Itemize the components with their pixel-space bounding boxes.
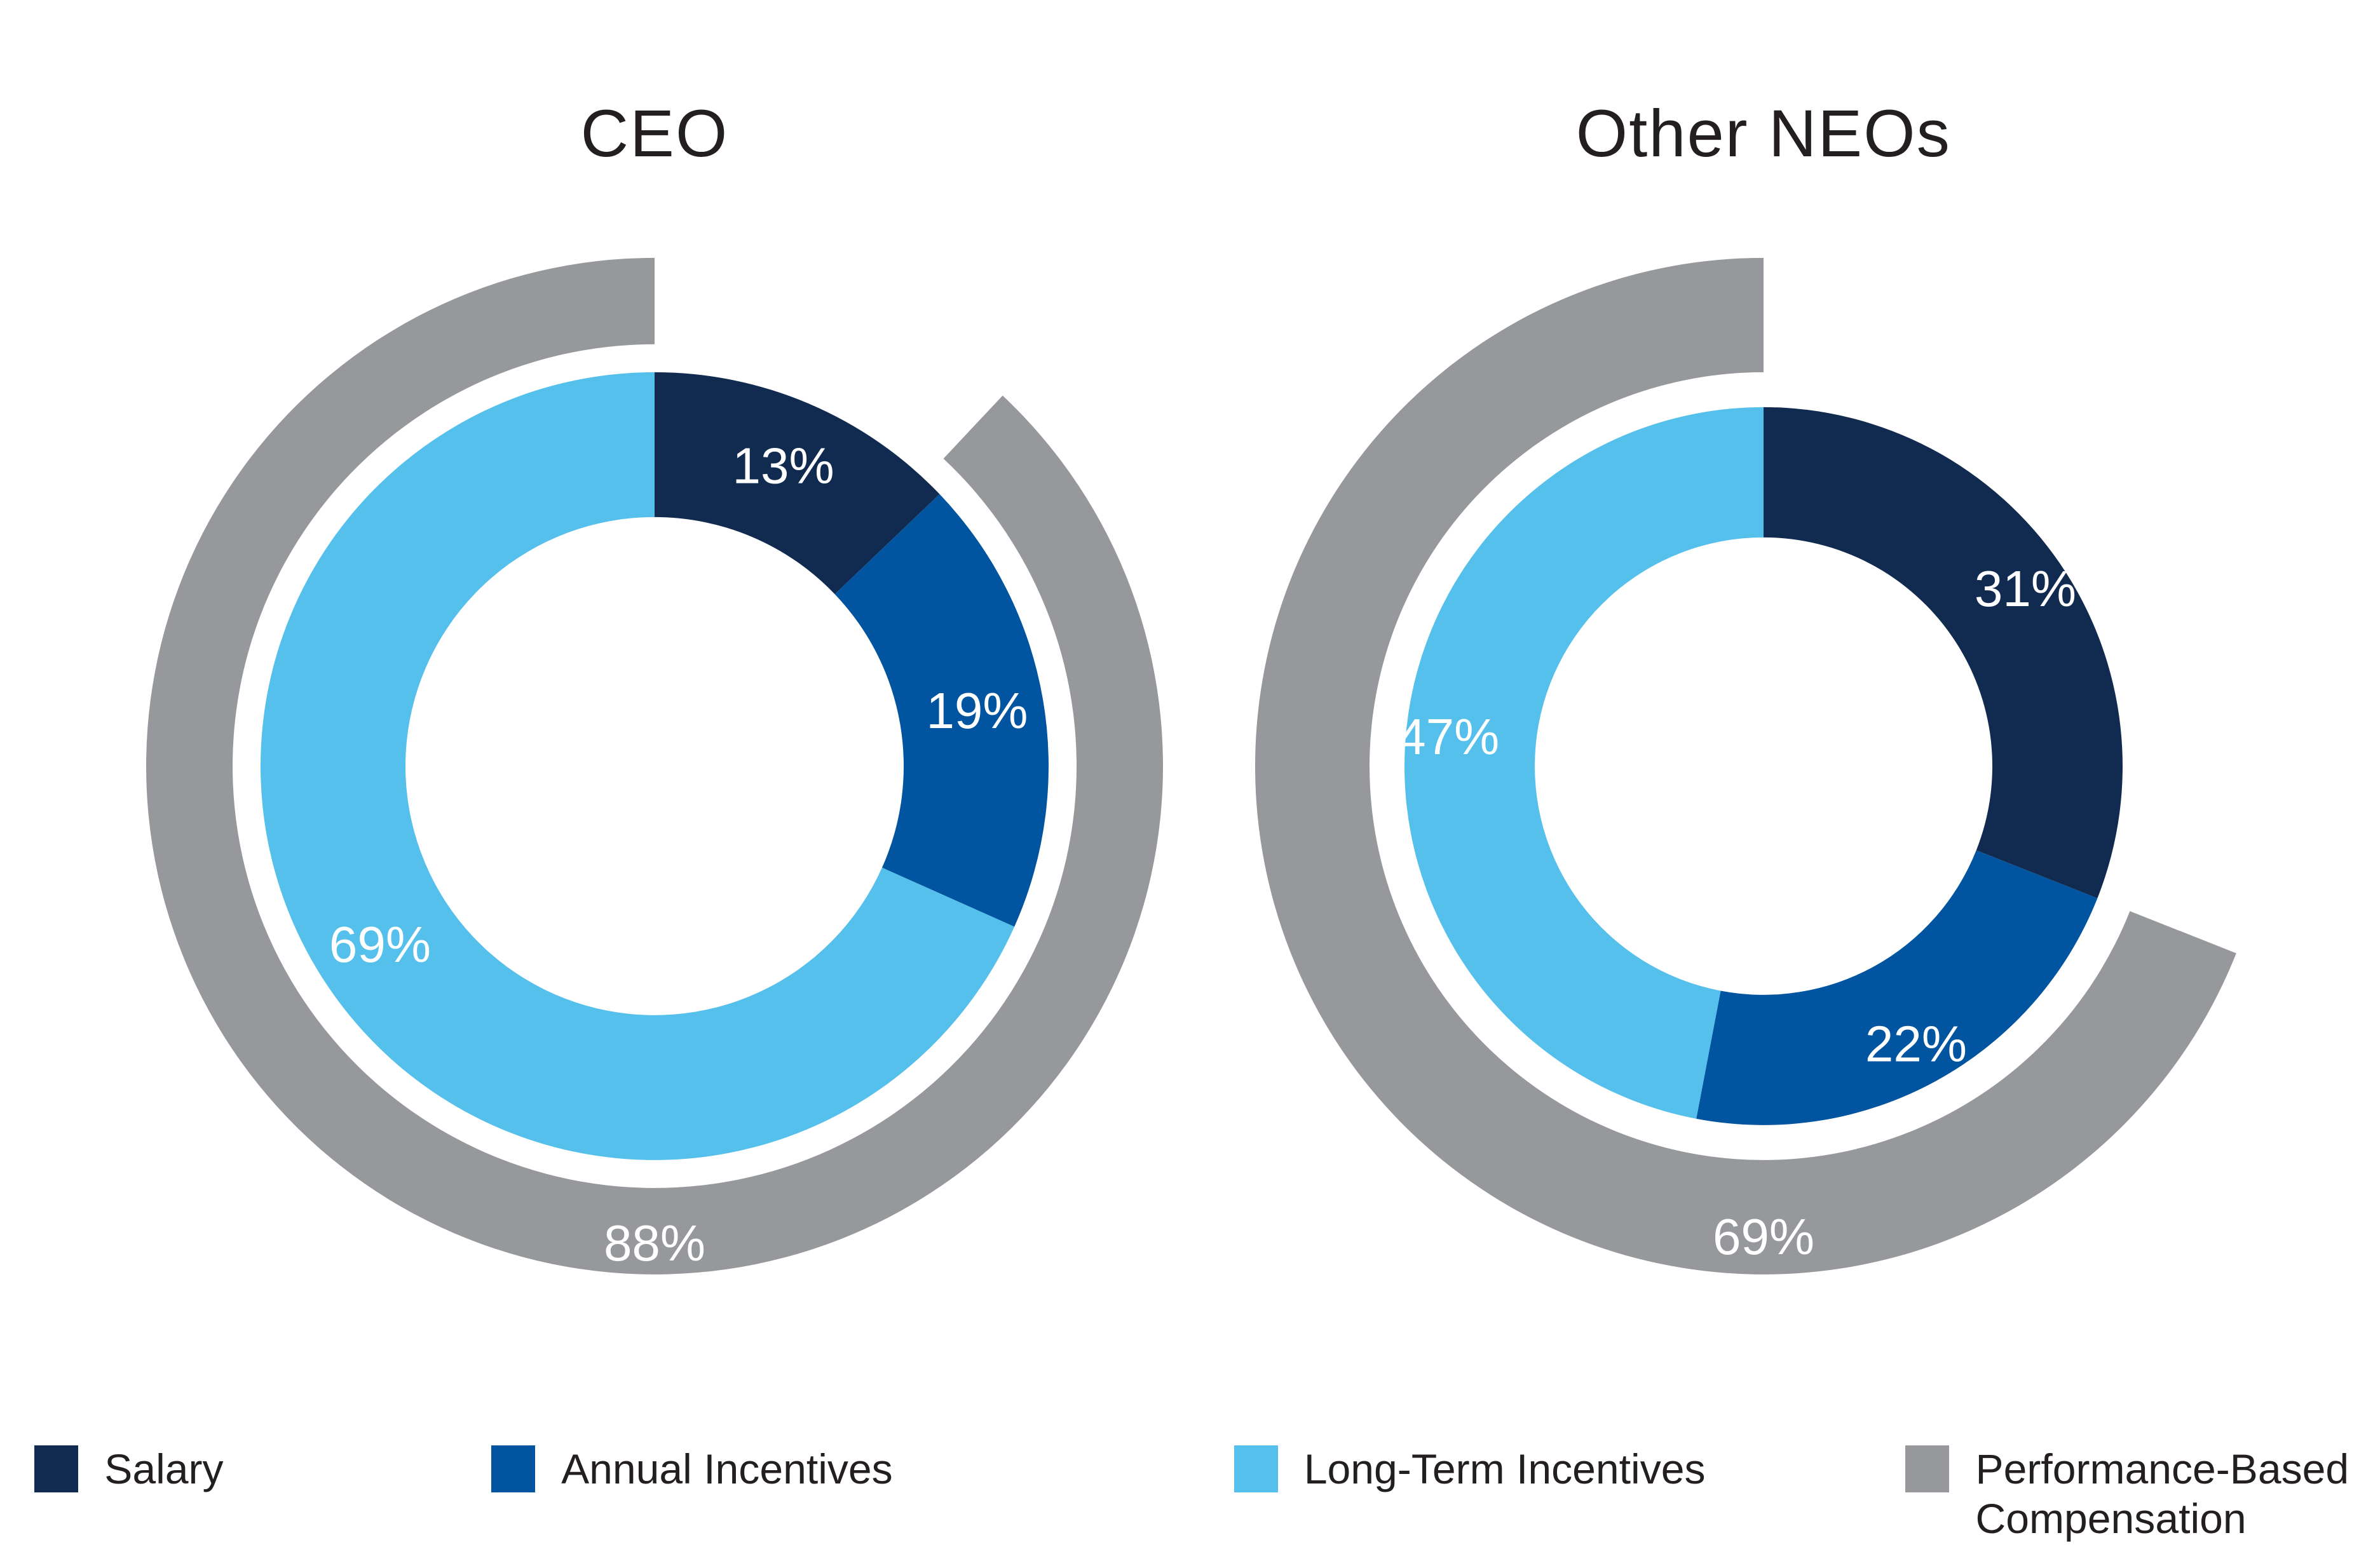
- legend-item-salary: Salary: [34, 1445, 224, 1495]
- donut-segment-salary: [655, 372, 940, 594]
- donut-segment-annual_incentives: [834, 494, 1049, 927]
- legend-item-performance-based-compensation: Performance-Based Compensation: [1905, 1445, 2373, 1544]
- donut-segment-salary: [1763, 407, 2123, 898]
- legend-item-annual-incentives: Annual Incentives: [491, 1445, 893, 1495]
- long-term-incentives-swatch-icon: [1234, 1445, 1278, 1493]
- performance-arc-label: 88%: [604, 1215, 705, 1271]
- segment-label: 31%: [1975, 560, 2076, 617]
- segment-label: 47%: [1397, 708, 1499, 765]
- salary-swatch-icon: [34, 1445, 79, 1493]
- ceo-chart-title: CEO: [580, 96, 729, 171]
- ceo-donut-chart: 13% 19% 69% 88%: [146, 257, 1163, 1275]
- other-neos-donut-svg: 31% 22% 47% 69%: [1254, 257, 2236, 1274]
- segment-label: 19%: [926, 682, 1028, 739]
- segment-label: 13%: [733, 437, 834, 494]
- ceo-donut-svg: 13% 19% 69% 88%: [146, 257, 1163, 1274]
- donut-segment-annual_incentives: [1696, 850, 2098, 1125]
- legend-item-long-term-incentives: Long-Term Incentives: [1234, 1445, 1706, 1495]
- legend-label-salary: Salary: [104, 1446, 224, 1494]
- legend-label-performance-based-compensation: Performance-Based Compensation: [1975, 1446, 2349, 1543]
- donut-segment-long_term_incentives: [1404, 407, 1764, 1119]
- other-neos-donut-chart: 31% 22% 47% 69%: [1254, 257, 2272, 1275]
- legend-label-annual-incentives: Annual Incentives: [561, 1446, 893, 1494]
- segment-label: 22%: [1865, 1015, 1967, 1072]
- donut-segment-long_term_incentives: [261, 372, 1015, 1160]
- segment-label: 69%: [329, 916, 431, 973]
- other-neos-chart-title: Other NEOs: [1575, 96, 1952, 171]
- annual-incentives-swatch-icon: [491, 1445, 536, 1493]
- legend-label-long-term-incentives: Long-Term Incentives: [1303, 1446, 1706, 1494]
- performance-based-swatch-icon: [1905, 1445, 1950, 1493]
- performance-arc-label: 69%: [1713, 1208, 1814, 1265]
